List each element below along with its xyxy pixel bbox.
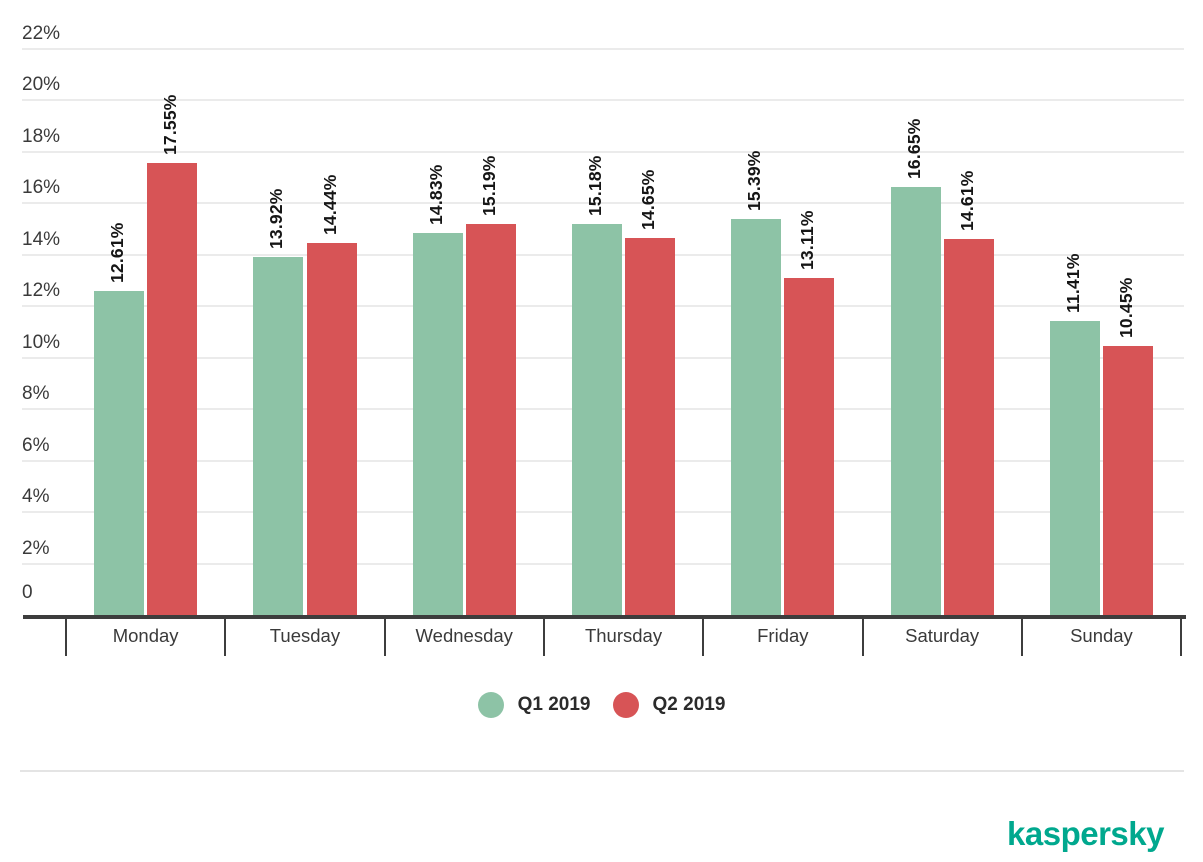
bar-value-text: 14.83% [425,164,446,226]
bar-value-text: 16.65% [903,118,924,179]
kaspersky-logo: kaspersky [1007,815,1164,852]
bar-q1-2019-tuesday [253,256,304,615]
legend-swatch-q2-2019-icon [612,692,639,718]
x-axis-tick [1020,619,1023,656]
bar-q1-2019-saturday [890,186,941,615]
y-axis-label-10%: 10% [22,331,61,353]
bar-value-text: 15.18% [584,155,605,217]
x-axis-tick [702,619,705,656]
y-axis-label-16%: 16% [22,177,61,199]
bar-value-text: 12.61% [107,221,128,283]
x-axis-tick [383,619,386,656]
gridline-22% [22,47,1184,50]
y-axis-label-2%: 2% [22,537,50,559]
bar-q2-2019-monday [147,163,198,615]
y-axis-label-4%: 4% [22,486,50,508]
x-axis-tick [861,619,864,656]
bar-q1-2019-monday [94,290,145,615]
x-category-label-sunday: Sunday [1070,625,1133,646]
x-category-label-thursday: Thursday [584,625,663,646]
legend-swatch-q1-2019-icon [477,692,504,718]
bar-value-text: 10.45% [1116,277,1137,339]
legend-item-q2-2019: Q2 2019 [612,692,726,718]
y-axis-label-0: 0 [22,582,33,603]
x-category-label-monday: Monday [112,625,179,646]
y-axis-label-6%: 6% [22,434,50,456]
x-axis-tick [65,619,67,656]
bar-q1-2019-friday [731,219,782,615]
legend: Q1 2019 Q2 2019 [0,691,1203,719]
x-axis-tick [542,619,545,656]
bar-q2-2019-saturday [943,239,994,615]
bar-value-text: 13.11% [797,210,818,270]
bar-value-text: 17.55% [160,94,181,156]
y-axis-label-18%: 18% [22,125,61,147]
bar-q2-2019-sunday [1103,346,1154,615]
gridline-20% [22,99,1184,102]
bar-value-text: 13.92% [266,188,287,249]
x-category-label-friday: Friday [757,625,809,646]
x-category-label-saturday: Saturday [905,625,980,646]
x-category-label-tuesday: Tuesday [269,625,341,646]
bar-q1-2019-wednesday [412,233,463,615]
bar-q2-2019-thursday [625,238,676,615]
bar-value-text: 14.65% [638,169,659,231]
bar-q1-2019-thursday [571,224,622,615]
y-axis-label-20%: 20% [22,74,61,96]
divider [20,770,1184,772]
legend-label-q2-2019: Q2 2019 [652,694,726,715]
bar-q2-2019-wednesday [465,224,516,615]
y-axis-label-8%: 8% [22,383,50,405]
gridline-18% [22,150,1184,153]
bar-value-text: 11.41% [1062,253,1083,314]
bar-value-text: 15.39% [744,150,765,211]
legend-label-q1-2019: Q1 2019 [517,694,591,715]
bar-value-text: 14.61% [956,170,977,232]
bar-value-text: 15.19% [478,155,499,217]
bar-q2-2019-friday [784,277,835,615]
x-axis-tick [1180,619,1183,656]
y-axis-label-14%: 14% [22,228,61,250]
x-axis-tick [224,619,227,656]
y-axis-label-12%: 12% [22,280,61,302]
bar-value-text: 14.44% [319,174,340,236]
legend-item-q1-2019: Q1 2019 [477,692,591,718]
x-category-label-wednesday: Wednesday [415,625,513,646]
bar-q2-2019-tuesday [306,243,357,615]
x-axis-line [23,615,1186,619]
bar-q1-2019-sunday [1049,321,1100,615]
y-axis-label-22%: 22% [22,22,61,44]
gridline-16% [22,202,1184,205]
